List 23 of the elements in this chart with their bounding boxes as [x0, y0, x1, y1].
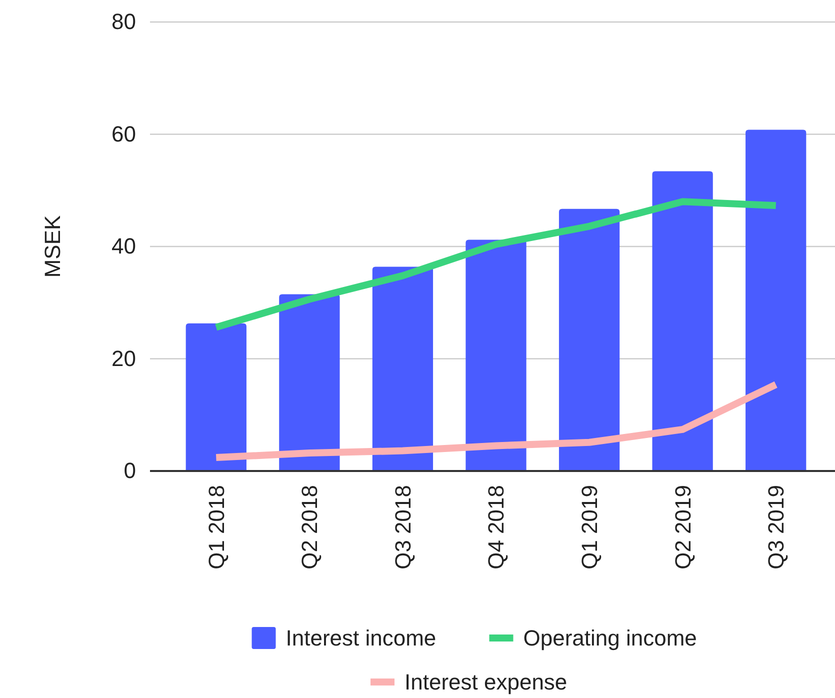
x-tick-label: Q2 2019 — [670, 485, 696, 570]
bar — [372, 266, 434, 471]
y-tick-label: 80 — [112, 9, 136, 34]
x-tick-label: Q3 2019 — [764, 485, 789, 570]
x-tick-label: Q3 2018 — [390, 485, 416, 570]
legend-label: Interest expense — [404, 670, 568, 695]
x-tick-label: Q1 2018 — [204, 485, 229, 570]
bar — [558, 208, 620, 471]
bar — [746, 130, 806, 471]
y-tick-label: 0 — [124, 458, 136, 484]
x-tick-label: Q2 2018 — [297, 485, 322, 570]
x-tick-label: Q4 2018 — [484, 485, 509, 570]
legend-label: Operating income — [523, 626, 697, 651]
x-tick-label: Q1 2019 — [576, 485, 602, 570]
bar — [186, 323, 246, 471]
bar — [279, 294, 340, 471]
legend-label: Interest income — [286, 626, 436, 651]
y-tick-label: 40 — [112, 234, 136, 259]
y-tick-label: 60 — [112, 121, 136, 146]
bar — [466, 240, 526, 471]
bar — [652, 171, 713, 471]
y-axis-title: MSEK — [40, 215, 65, 278]
y-tick-label: 20 — [112, 346, 136, 371]
